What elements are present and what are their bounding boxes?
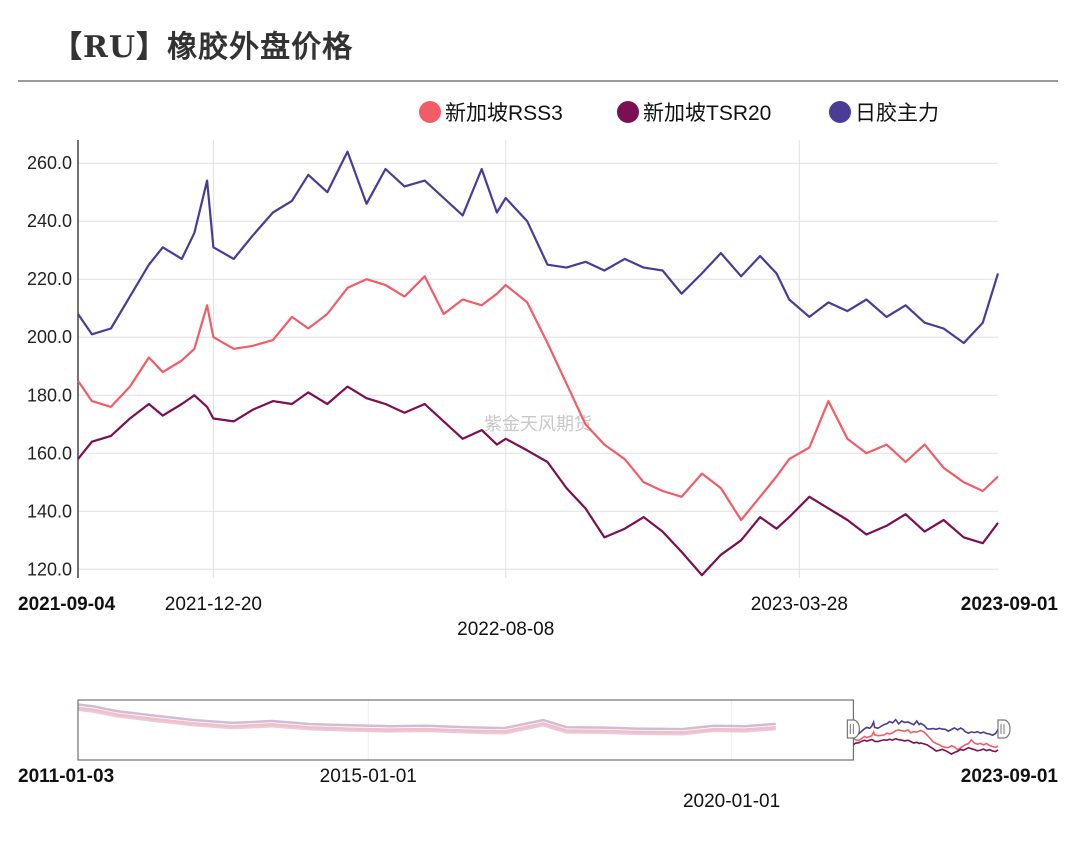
legend-swatch (617, 101, 639, 123)
x-axis: 2021-09-04 2021-12-20 2022-08-08 2023-03-28… (18, 594, 1058, 640)
legend-swatch (419, 101, 441, 123)
range-navigator[interactable]: 2011-01-03 2015-01-01 2020-01-01 2023-09-01 (18, 699, 1059, 812)
y-tick-label: 240.0 (27, 211, 72, 231)
navigator-series-line-2 (852, 718, 999, 737)
navigator-history-line-2 (77, 708, 776, 736)
navigator-history-line-1 (77, 706, 776, 734)
navigator-tick-label: 2015-01-01 (320, 766, 417, 787)
y-axis: 260.0 240.0 220.0 200.0 180.0 160.0 140.0 120.0 (27, 140, 79, 579)
title-divider (18, 80, 1058, 82)
legend-item-label[interactable]: 新加坡RSS3 (445, 102, 563, 125)
x-tick-label: 2023-09-01 (961, 594, 1059, 615)
navigator-tick-label: 2023-09-01 (961, 766, 1059, 787)
series-lines (77, 150, 1000, 577)
series-line-1 (77, 385, 999, 577)
legend-item-label[interactable]: 新加坡TSR20 (643, 102, 771, 125)
x-tick-label: 2022-08-08 (457, 619, 554, 640)
navigator-history-line-0 (77, 703, 776, 731)
series-line-2 (77, 150, 1000, 345)
legend-item-label[interactable]: 日胶主力 (855, 102, 939, 125)
navigator-tick-label: 2011-01-03 (18, 766, 114, 787)
navigator-tick-label: 2020-01-01 (683, 791, 780, 812)
legend[interactable]: 新加坡RSS3 新加坡TSR20 日胶主力 (419, 101, 939, 125)
x-tick-label: 2021-12-20 (165, 594, 262, 615)
series-line-0 (77, 275, 999, 522)
watermark: 紫金天风期货 (484, 414, 592, 434)
y-tick-label: 180.0 (27, 385, 72, 405)
x-tick-label: 2023-03-28 (751, 594, 848, 615)
y-tick-label: 140.0 (27, 501, 72, 521)
navigator-left-handle[interactable] (846, 719, 860, 739)
navigator-series-line-0 (852, 728, 999, 751)
x-tick-label: 2021-09-04 (18, 594, 116, 615)
y-tick-label: 160.0 (27, 443, 72, 463)
navigator-right-handle[interactable] (997, 719, 1011, 739)
y-tick-label: 220.0 (27, 269, 72, 289)
navigator-series-line-1 (852, 737, 999, 756)
y-tick-label: 200.0 (27, 327, 72, 347)
legend-swatch (829, 101, 851, 123)
y-tick-label: 260.0 (27, 153, 72, 173)
chart-title: 【RU】橡胶外盘价格 (52, 30, 354, 65)
y-tick-label: 120.0 (27, 559, 72, 579)
grid-lines (78, 140, 998, 578)
